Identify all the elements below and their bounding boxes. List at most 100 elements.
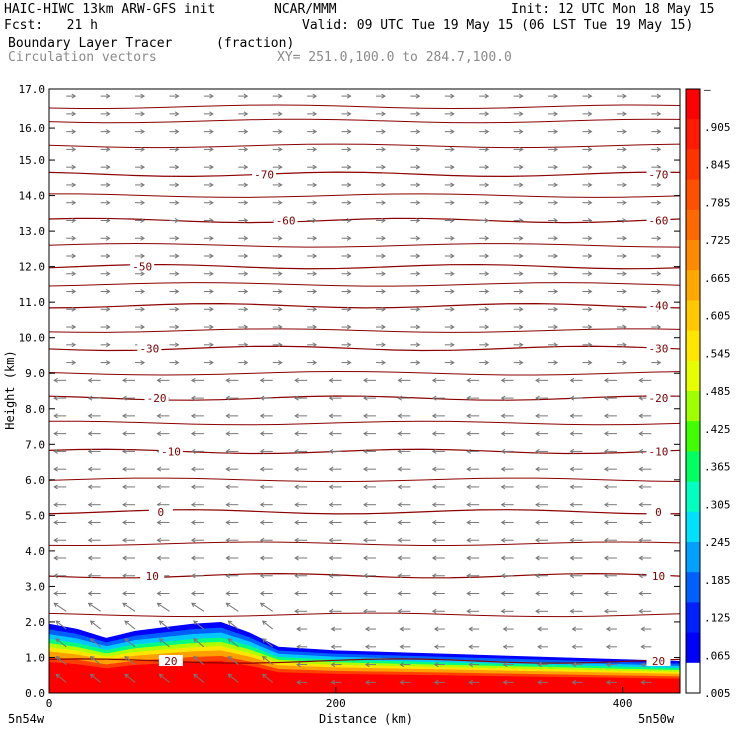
circulation-vector-head — [278, 271, 283, 277]
y-tick-label: 5.0 — [25, 509, 45, 522]
colorbar-swatch — [686, 572, 700, 603]
circulation-vector-head — [553, 306, 559, 312]
contour-label: -40 — [649, 300, 669, 313]
circulation-vector-head — [415, 217, 421, 223]
circulation-vector-head — [261, 620, 267, 625]
circulation-vector-head — [53, 591, 58, 597]
circulation-vector-head — [381, 289, 386, 295]
circulation-vector-head — [312, 93, 318, 99]
circulation-vector-head — [193, 620, 198, 625]
circulation-vector-head — [638, 377, 644, 383]
circulation-vector-head — [622, 235, 627, 241]
circulation-vector-head — [450, 200, 455, 206]
circulation-vector-head — [328, 519, 334, 525]
circulation-vector-head — [656, 200, 662, 206]
circulation-vector-head — [243, 306, 249, 312]
circulation-vector-head — [259, 591, 265, 597]
circulation-vector-head — [553, 253, 559, 259]
circulation-vector-head — [225, 537, 230, 543]
circulation-vector-head — [158, 638, 164, 643]
circulation-vector-head — [346, 324, 352, 330]
circulation-vector-head — [278, 306, 283, 312]
circulation-vector-head — [346, 93, 352, 99]
circulation-vector-head — [484, 200, 490, 206]
circulation-vector-head — [243, 182, 249, 188]
circulation-vector-head — [261, 638, 267, 643]
circulation-vector-head — [122, 448, 127, 454]
circulation-vector-head — [312, 342, 318, 348]
circulation-vector-head — [55, 638, 61, 643]
circulation-vector-head — [190, 519, 196, 525]
circulation-vector-head — [603, 395, 609, 401]
circulation-vector-head — [603, 608, 609, 614]
circulation-vector-head — [174, 146, 180, 152]
circulation-vector-head — [518, 289, 524, 295]
circulation-vector-head — [259, 484, 265, 490]
contour-label-bg — [646, 168, 671, 180]
circulation-vector-head — [484, 164, 490, 170]
circulation-vector-head — [71, 360, 77, 366]
circulation-vector-head — [502, 662, 508, 668]
circulation-vector — [55, 656, 67, 665]
circulation-vector-head — [363, 448, 368, 454]
colorbar-swatch — [686, 209, 700, 241]
circulation-vector — [124, 656, 136, 665]
colorbar-swatch — [686, 481, 700, 513]
circulation-vector-head — [466, 431, 471, 437]
circulation-vector-head — [450, 253, 455, 259]
circulation-vector-head — [433, 626, 439, 632]
circulation-vector-head — [363, 413, 368, 419]
circulation-vector-head — [174, 164, 180, 170]
x-tick-label: 400 — [613, 697, 633, 710]
circulation-vector-head — [105, 306, 111, 312]
circulation-vector-head — [656, 129, 662, 135]
colorbar-swatch — [686, 421, 700, 452]
circulation-vector-head — [553, 217, 559, 223]
circulation-vector-head — [328, 466, 334, 472]
y-tick-label: 17.0 — [19, 83, 46, 96]
circulation-vectors — [53, 93, 662, 685]
circulation-vector-head — [500, 537, 506, 543]
circulation-vector-head — [312, 324, 318, 330]
circulation-vector-head — [638, 448, 644, 454]
circulation-vector-head — [656, 271, 662, 277]
circulation-vector-head — [553, 129, 559, 135]
contour-label-bg — [646, 655, 671, 667]
colorbar-swatch — [686, 662, 700, 694]
circulation-vector-head — [399, 662, 405, 668]
circulation-vector-head — [174, 182, 180, 188]
circulation-vector-head — [638, 431, 644, 437]
circulation-vector-head — [259, 431, 265, 437]
circulation-vector-head — [656, 182, 662, 188]
circulation-vector-head — [399, 679, 405, 685]
circulation-vector-head — [468, 679, 473, 685]
circulation-vector-head — [535, 519, 540, 525]
circulation-vector-head — [312, 235, 318, 241]
circulation-vector-head — [397, 573, 403, 579]
field-name: Boundary Layer Tracer — [8, 36, 173, 51]
circulation-vector-head — [312, 111, 318, 117]
circulation-vector-head — [363, 502, 368, 508]
circulation-vector-head — [484, 146, 490, 152]
circulation-vector — [191, 602, 205, 612]
circulation-vector-head — [71, 271, 77, 277]
circulation-vector-head — [363, 591, 368, 597]
temperature-contour — [48, 303, 681, 309]
circulation-vector-head — [87, 448, 93, 454]
circulation-vector-head — [174, 324, 180, 330]
circulation-vector-head — [346, 200, 352, 206]
circulation-vector-head — [450, 182, 455, 188]
circulation-vector-head — [415, 271, 421, 277]
temperature-contour — [48, 448, 681, 455]
colorbar-label: .485 — [704, 385, 731, 398]
circulation-vector-head — [605, 679, 611, 685]
circulation-vector-head — [415, 129, 421, 135]
contour-label-bg — [158, 445, 183, 457]
circulation-vector-head — [105, 111, 111, 117]
circulation-vector-head — [381, 164, 386, 170]
circulation-vector-head — [105, 253, 111, 259]
circulation-vector-head — [381, 324, 386, 330]
circulation-vector-head — [346, 342, 352, 348]
contour-label-bg — [158, 655, 183, 667]
circulation-vector-head — [431, 484, 437, 490]
